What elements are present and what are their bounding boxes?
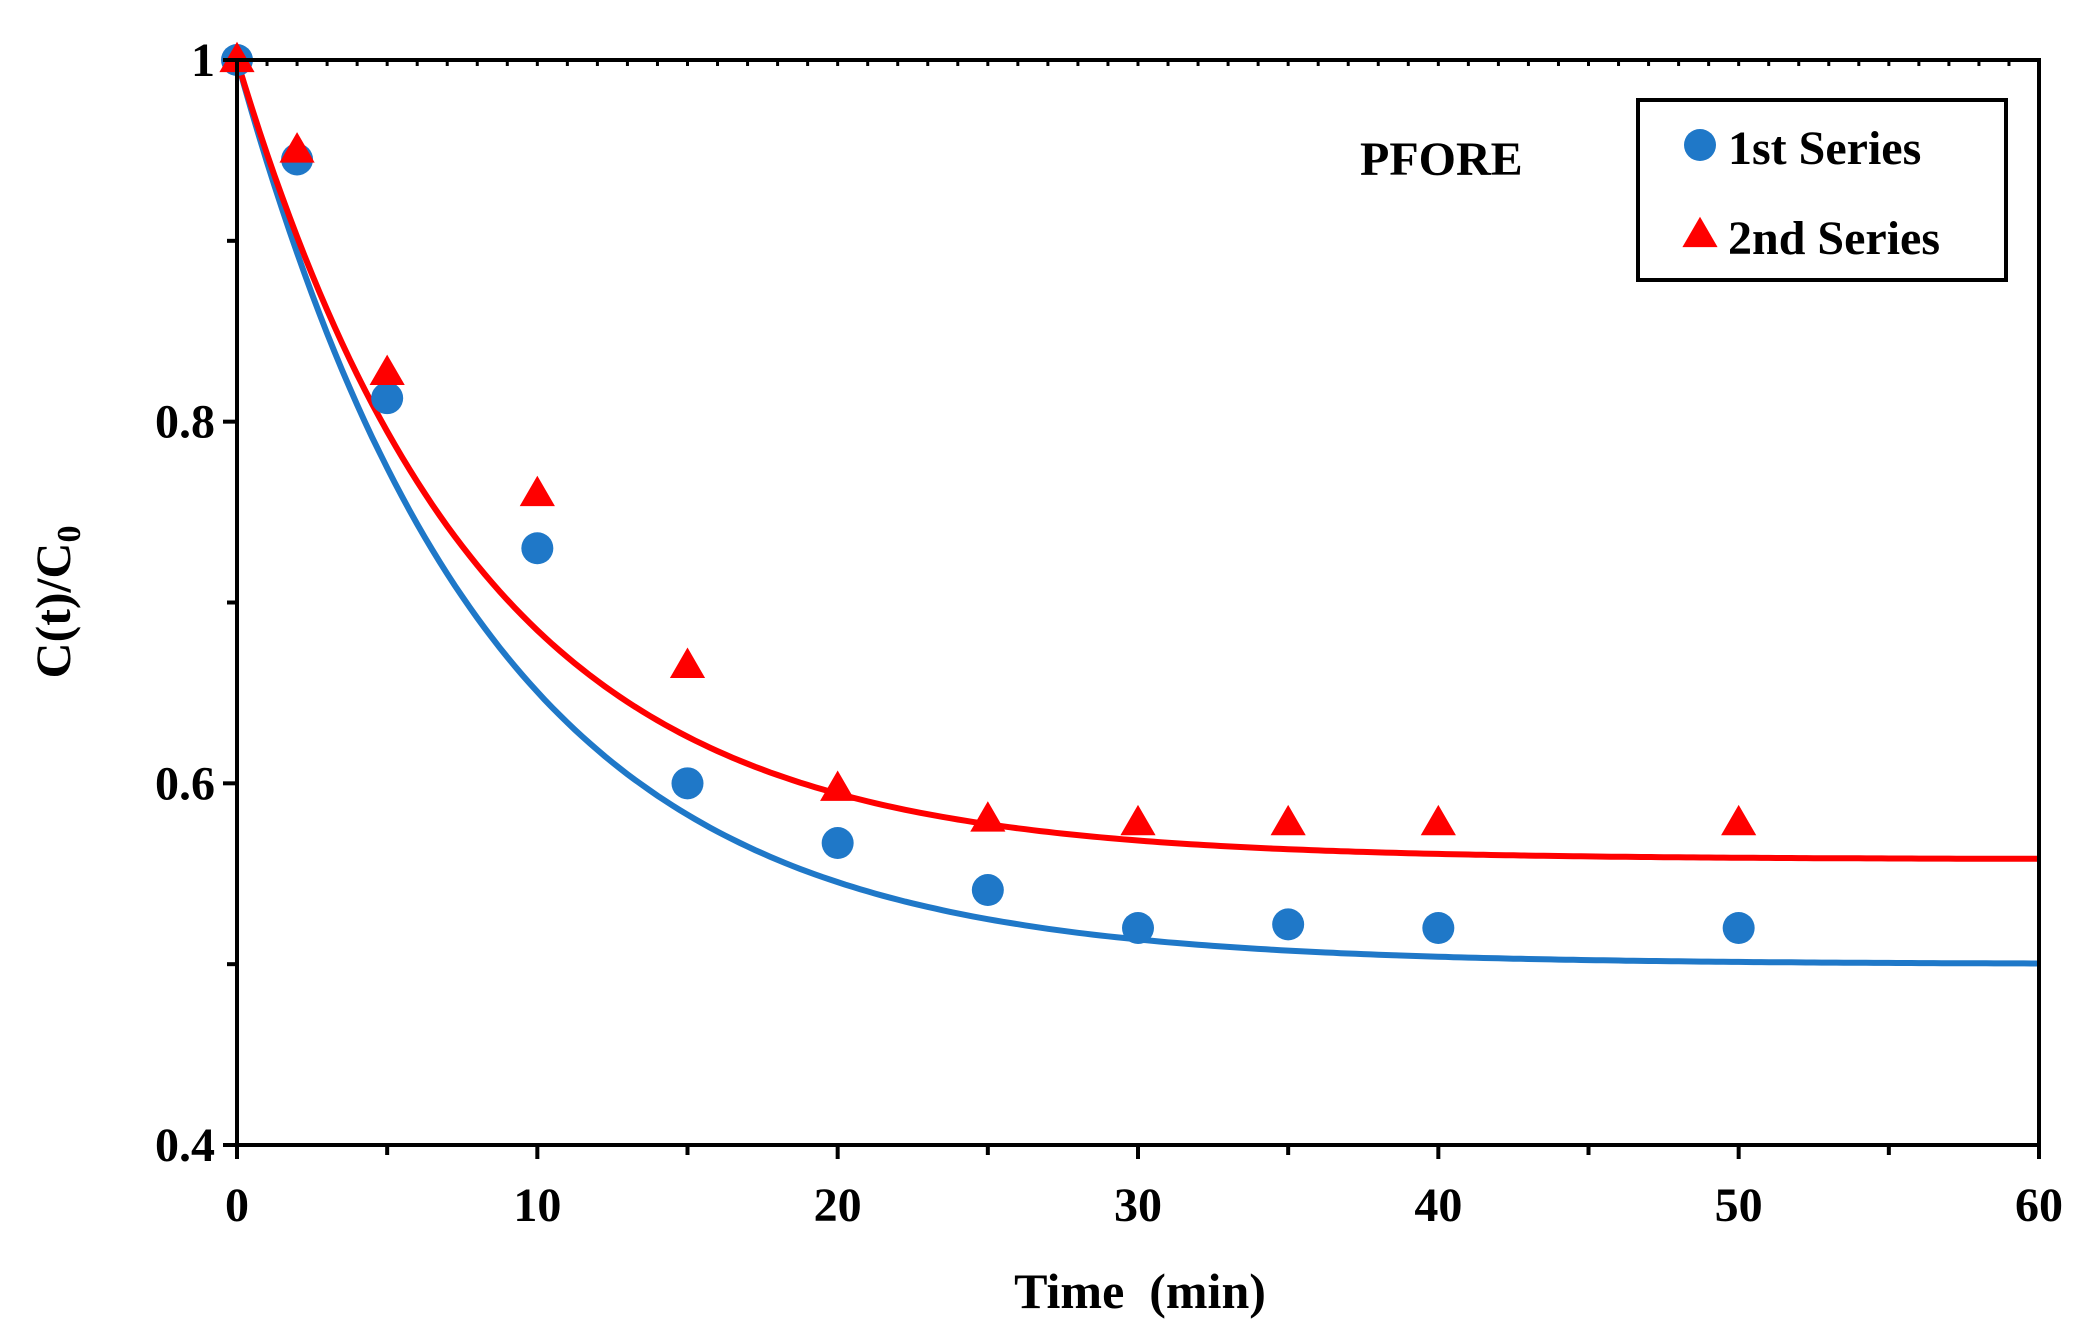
point-series-1	[1722, 912, 1755, 944]
point-series-1	[1122, 912, 1154, 944]
y-tick-label: 0.4	[155, 1119, 215, 1172]
point-series-2	[820, 770, 856, 801]
x-tick-label: 20	[814, 1179, 862, 1232]
point-series-1	[1272, 908, 1305, 941]
fit-curve-series-2	[237, 60, 2039, 862]
y-axis-label: C(t)/C0	[25, 525, 88, 678]
axis-ticks: 0 10 20 30 40 50 60 0.4 0.6 0.8 1	[155, 34, 2063, 1232]
point-series-1	[821, 827, 854, 860]
point-series-1	[371, 382, 404, 415]
y-tick-label: 0.8	[155, 396, 215, 449]
point-series-2	[1420, 804, 1456, 836]
point-series-2	[970, 801, 1006, 832]
legend-marker-series-1	[1684, 129, 1716, 161]
point-series-2	[519, 475, 555, 507]
point-series-2	[219, 41, 255, 73]
x-axis-label: Time (min)	[1014, 1263, 1266, 1319]
y-axis-label-main: C(t)/C	[25, 542, 81, 678]
y-tick-label: 0.6	[155, 757, 215, 810]
y-tick-label: 1	[191, 34, 215, 87]
point-series-2	[669, 647, 706, 678]
y-axis-label-subscript: 0	[51, 525, 88, 542]
point-series-1	[971, 874, 1004, 907]
x-tick-label: 30	[1114, 1179, 1162, 1232]
chart-annotation: PFORE	[1360, 133, 1523, 186]
x-tick-label: 0	[225, 1179, 249, 1232]
x-tick-label: 10	[513, 1179, 561, 1232]
point-series-2	[1721, 804, 1757, 836]
data-markers	[219, 41, 1757, 944]
x-tick-label: 50	[1715, 1179, 1763, 1232]
point-series-1	[521, 532, 554, 565]
legend: 1st Series 2nd Series	[1636, 98, 2008, 282]
legend-label-series-1: 1st Series	[1728, 122, 1921, 175]
point-series-1	[1422, 912, 1455, 944]
point-series-1	[671, 767, 704, 800]
point-series-2	[369, 354, 405, 386]
point-series-2	[1120, 804, 1156, 836]
x-tick-label: 40	[1414, 1179, 1462, 1232]
point-series-2	[1270, 804, 1306, 836]
x-tick-label: 60	[2015, 1179, 2063, 1232]
legend-marker-series-2	[1682, 216, 1718, 248]
legend-label-series-2: 2nd Series	[1728, 212, 1940, 265]
point-series-2	[279, 132, 315, 163]
